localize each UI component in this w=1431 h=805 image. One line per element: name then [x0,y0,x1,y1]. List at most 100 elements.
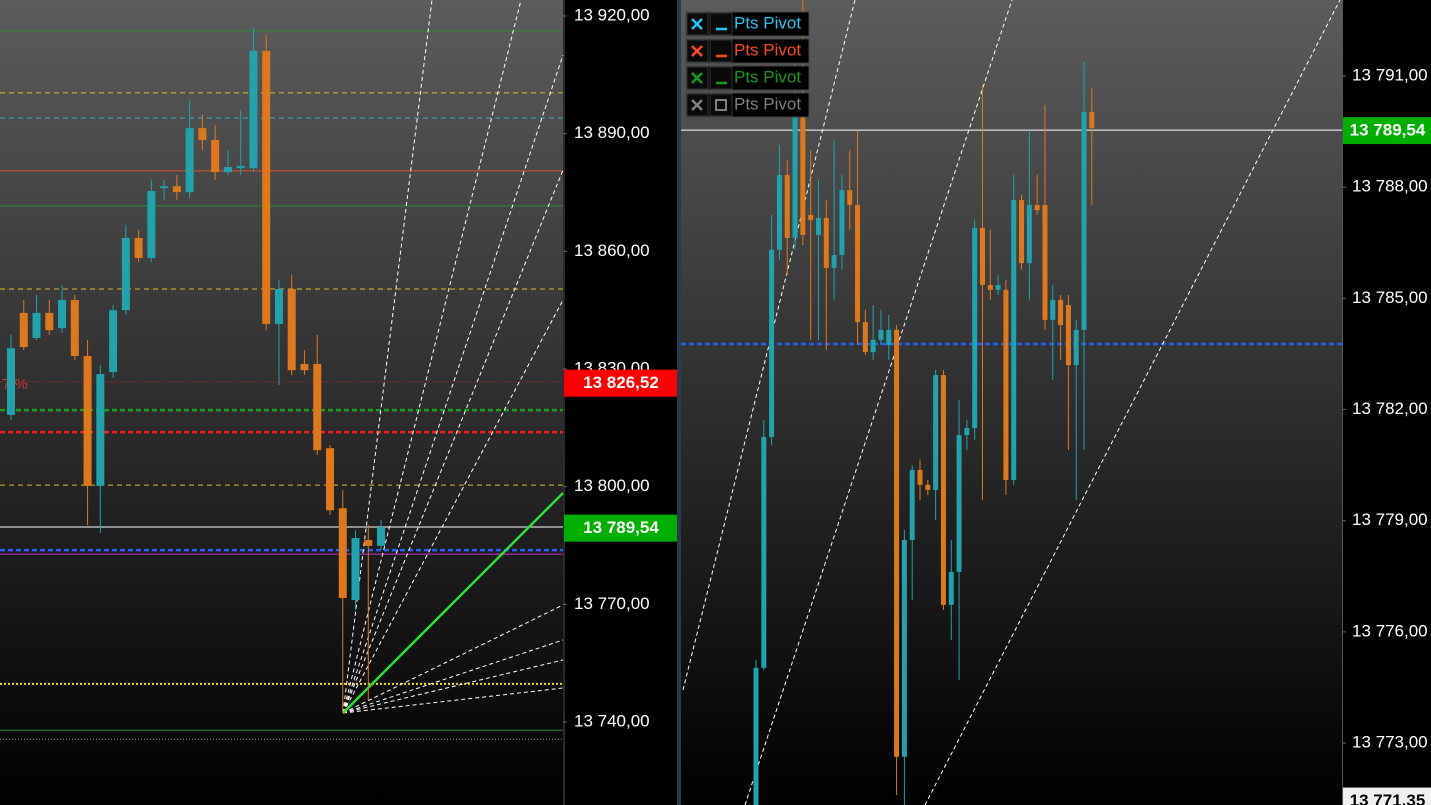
y-tick-label: 13 785,00 [1352,288,1428,307]
y-tick-label: 13 782,00 [1352,399,1428,418]
candle-body [185,128,194,193]
candle-body [1042,204,1048,320]
candle-body [1058,299,1064,326]
candle-body [831,254,837,268]
y-tick-label: 13 920,00 [574,5,650,24]
y-tick-label: 13 800,00 [574,476,650,495]
candle-body [338,508,347,599]
candle-body [769,249,775,437]
candle-body [1011,200,1017,480]
candle-body [211,139,220,173]
candle-body [58,299,67,329]
candle-body [377,527,386,546]
candle-body [300,363,309,371]
candle-body [847,190,853,205]
candle-body [1034,204,1040,211]
candle-body [109,310,118,373]
candle-body [287,288,296,371]
price-tag [564,514,677,542]
candle-body [274,288,283,324]
price-tag [564,369,677,397]
legend-item: Pts Pivot [685,65,810,91]
candle-body [979,227,985,286]
candle-body [1065,305,1071,366]
candle-body [83,356,92,486]
candle-body [987,285,993,290]
candle-body [956,435,962,572]
candle-body [776,174,782,250]
candle-body [249,50,258,169]
candle-body [948,571,954,605]
candle-body [839,190,845,255]
candle-body [940,375,946,605]
candle-body [172,186,181,193]
y-tick-label: 13 773,00 [1352,733,1428,752]
candle-body [32,312,41,339]
candle-body [96,374,105,486]
candle-body [901,540,907,757]
close-icon [691,18,703,30]
candle-body [351,538,360,600]
candle-body [815,217,821,235]
candle-body [823,217,829,268]
close-icon [691,45,703,57]
candle-body [894,329,900,757]
candle-body [964,428,970,436]
candle-body [761,436,767,668]
y-tick-label: 13 770,00 [574,594,650,613]
candle-body [878,329,884,340]
candle-body [7,348,15,415]
candle-body [800,100,806,235]
candle-body [1081,111,1087,330]
candle-body [1073,329,1079,366]
candle-body [1026,204,1032,264]
y-tick-label: 13 788,00 [1352,177,1428,196]
candle-body [753,667,759,805]
candle-body [1050,299,1056,320]
y-tick-label: 13 890,00 [574,123,650,142]
candle-body [784,174,790,238]
legend-symbol-box [709,93,733,117]
gann-fan [342,0,1341,805]
candle-body [147,190,156,258]
legend-symbol-box [709,66,733,90]
legend-item: Pts Pivot [685,11,810,37]
y-tick-label: 13 740,00 [574,711,650,730]
y-tick-label: 13 776,00 [1352,621,1428,640]
candle-body [886,329,892,346]
candle-body [326,448,334,511]
legend-item: Pts Pivot [685,38,810,64]
candle-body [1089,111,1095,128]
candle-body [19,312,28,348]
y-tick-label: 13 791,00 [1352,65,1428,84]
price-tag-label: 13 826,52 [583,373,659,392]
candle-body [808,214,814,221]
candle-body [995,285,1001,290]
candle-body [134,237,143,258]
candle-body [70,299,79,357]
candle-body [909,469,915,541]
axis-background [563,0,677,805]
candle-body [1003,289,1009,480]
close-icon [691,99,703,111]
candle-body [121,237,130,311]
pane-separator [677,0,681,805]
price-tag [1343,787,1431,805]
candle-body [917,469,923,485]
candle-body [223,167,232,173]
candle-body [933,375,939,490]
y-tick-label: 13 779,00 [1352,510,1428,529]
candle-body [160,186,169,189]
candle-body [925,484,931,490]
legend-label: Pts Pivot [734,13,801,32]
candle-body [972,227,978,429]
y-tick-label: 13 860,00 [574,241,650,260]
price-tag [1343,117,1431,145]
legend-symbol-box [709,39,733,63]
candle-body [45,312,54,331]
candle-body [792,100,798,238]
candle-body [870,339,876,353]
candle-body [262,50,271,324]
trend-line [342,492,564,714]
